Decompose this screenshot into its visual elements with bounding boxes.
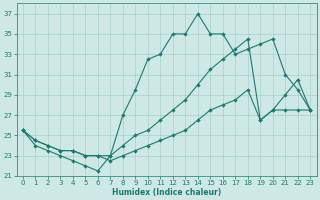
X-axis label: Humidex (Indice chaleur): Humidex (Indice chaleur) [112, 188, 221, 197]
